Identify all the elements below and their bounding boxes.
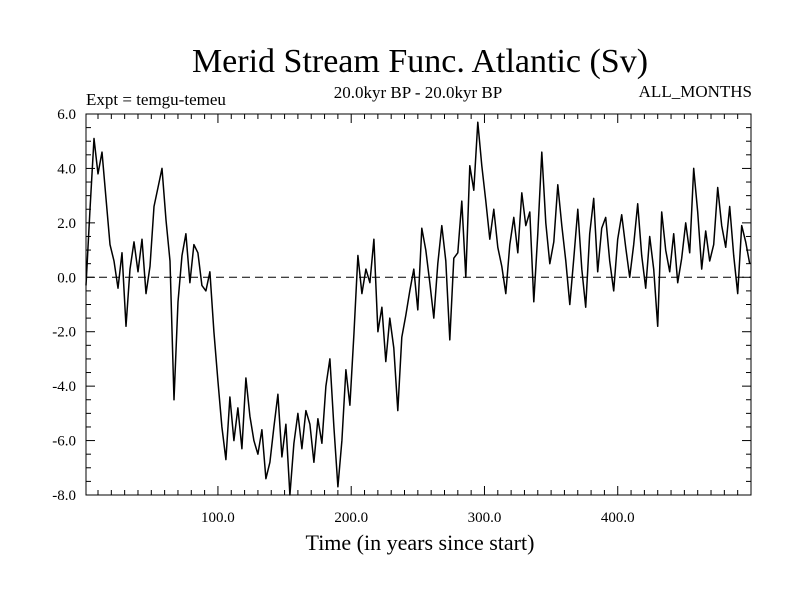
y-tick-label: 6.0 xyxy=(57,107,76,123)
y-tick-label: -6.0 xyxy=(52,434,76,450)
y-tick-label: 2.0 xyxy=(57,216,76,232)
x-axis: 100.0 200.0 300.0 400.0 xyxy=(97,114,739,526)
x-tick-label: 100.0 xyxy=(201,510,235,526)
x-tick-label: 200.0 xyxy=(334,510,368,526)
y-axis: 6.0 4.0 2.0 0.0 -2.0 -4.0 -6.0 -8.0 xyxy=(52,107,751,504)
expt-annotation: Expt = temgu-temeu xyxy=(86,90,226,109)
chart-title: Merid Stream Func. Atlantic (Sv) xyxy=(192,43,648,80)
chart-subtitle: 20.0kyr BP - 20.0kyr BP xyxy=(334,83,502,102)
x-tick-label: 400.0 xyxy=(601,510,635,526)
months-annotation: ALL_MONTHS xyxy=(639,82,752,101)
x-axis-label: Time (in years since start) xyxy=(306,530,535,555)
y-tick-label: -8.0 xyxy=(52,488,76,504)
y-tick-label: 4.0 xyxy=(57,161,76,177)
x-tick-label: 300.0 xyxy=(468,510,502,526)
y-tick-label: -2.0 xyxy=(52,325,76,341)
y-tick-label: 0.0 xyxy=(57,270,76,286)
series-line xyxy=(85,121,751,496)
y-tick-label: -4.0 xyxy=(52,379,76,395)
